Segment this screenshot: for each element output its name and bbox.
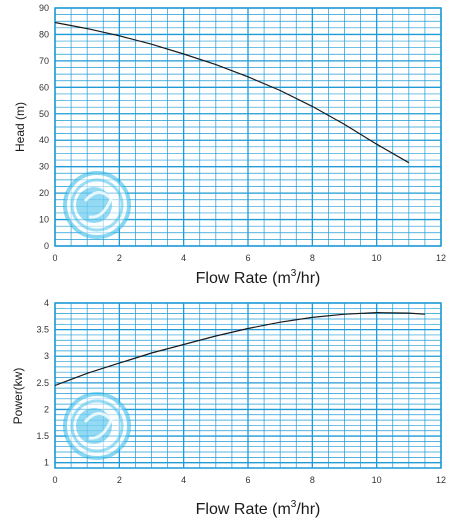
head-x-axis-title: Flow Rate (m3/hr) xyxy=(196,268,321,287)
logo-outer-ring xyxy=(63,392,131,460)
head-y-axis-title: Head (m) xyxy=(13,102,27,152)
power-x-axis-title: Flow Rate (m3/hr) xyxy=(196,499,321,518)
power-tick-labels: 0 2 4 6 8 10 12 1 1.5 2 2.5 3 3.5 4 xyxy=(36,298,446,485)
head-curve xyxy=(54,21,410,164)
head-chart: 0 2 4 6 8 10 12 0 10 20 30 40 50 60 70 80 90 Head (m) Fl… xyxy=(13,3,446,287)
y-tick-label: 2.5 xyxy=(36,378,49,388)
x-tick-label: 0 xyxy=(52,475,57,485)
y-tick-label: 2 xyxy=(44,404,49,414)
y-tick-label: 3.5 xyxy=(36,325,49,335)
power-x-title-sup: 3 xyxy=(291,499,297,510)
x-tick-label: 6 xyxy=(245,253,250,263)
head-x-title-part2: /hr) xyxy=(296,270,320,287)
x-tick-label: 4 xyxy=(181,475,186,485)
watermark-logo xyxy=(63,171,131,239)
y-tick-label: 30 xyxy=(39,162,49,172)
x-tick-label: 10 xyxy=(372,253,382,263)
logo-inner-ring xyxy=(70,178,124,232)
power-chart: 0 2 4 6 8 10 12 1 1.5 2 2.5 3 3.5 4 Power(kw) Flow Ra… xyxy=(11,298,446,518)
y-tick-label: 4 xyxy=(44,298,49,308)
x-tick-label: 4 xyxy=(181,253,186,263)
x-tick-label: 0 xyxy=(52,253,57,263)
x-tick-label: 10 xyxy=(372,475,382,485)
y-tick-label: 20 xyxy=(39,188,49,198)
y-tick-label: 90 xyxy=(39,3,49,13)
y-tick-label: 3 xyxy=(44,351,49,361)
x-tick-label: 6 xyxy=(245,475,250,485)
head-tick-labels: 0 2 4 6 8 10 12 0 10 20 30 40 50 60 70 80 90 xyxy=(39,3,446,263)
y-tick-label: 80 xyxy=(39,29,49,39)
x-tick-label: 2 xyxy=(117,253,122,263)
x-tick-label: 8 xyxy=(310,475,315,485)
y-tick-label: 0 xyxy=(44,241,49,251)
head-x-title-sup: 3 xyxy=(291,268,297,279)
x-tick-label: 12 xyxy=(436,475,446,485)
x-tick-label: 12 xyxy=(436,253,446,263)
logo-swirl xyxy=(83,412,113,440)
x-tick-label: 2 xyxy=(117,475,122,485)
y-tick-label: 1 xyxy=(44,458,49,468)
logo-swirl xyxy=(83,191,113,219)
head-plot-frame xyxy=(54,7,442,247)
y-tick-label: 10 xyxy=(39,215,49,225)
head-x-title-part1: Flow Rate (m xyxy=(196,270,291,287)
x-tick-label: 8 xyxy=(310,253,315,263)
power-x-title-part2: /hr) xyxy=(296,501,320,518)
logo-inner-ring xyxy=(70,399,124,453)
y-tick-label: 40 xyxy=(39,135,49,145)
power-y-axis-title: Power(kw) xyxy=(11,368,25,425)
y-tick-label: 60 xyxy=(39,82,49,92)
y-tick-label: 1.5 xyxy=(36,431,49,441)
watermark-logo xyxy=(63,392,131,460)
logo-outer-ring xyxy=(63,171,131,239)
y-tick-label: 50 xyxy=(39,109,49,119)
power-curve xyxy=(54,311,425,387)
y-tick-label: 70 xyxy=(39,56,49,66)
power-x-title-part1: Flow Rate (m xyxy=(196,501,291,518)
